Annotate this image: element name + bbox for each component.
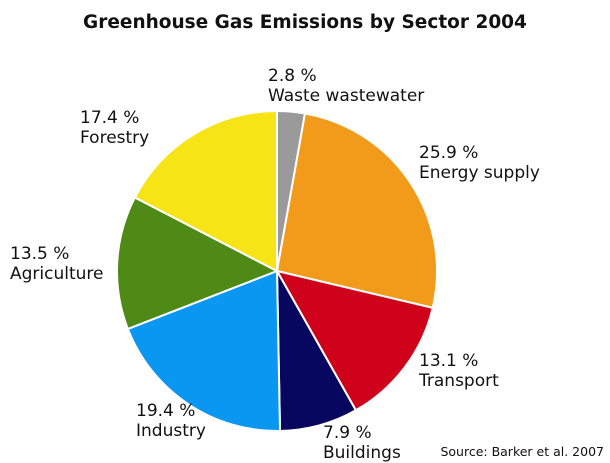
slice-value-industry: 19.4 % [136,401,196,421]
slice-label-industry: 19.4 % Industry [136,401,206,441]
slice-value-agriculture: 13.5 % [10,244,70,264]
slice-name-waste: Waste wastewater [268,86,425,106]
pie-slice-transport [276,270,434,412]
slice-name-forestry: Forestry [80,128,150,148]
chart-title: Greenhouse Gas Emissions by Sector 2004 [83,12,527,33]
source-note: Source: Barker et al. 2007 [440,444,604,459]
pie-slice-industry [126,270,282,432]
pie-slice-energy-supply [276,112,438,309]
slice-name-agriculture: Agriculture [10,264,104,284]
pie-slice-forestry [133,110,278,272]
slice-value-energy: 25.9 % [419,143,479,163]
slice-name-buildings: Buildings [323,443,401,463]
slice-label-energy: 25.9 % Energy supply [419,143,540,183]
slice-label-agriculture: 13.5 % Agriculture [10,244,104,284]
slice-value-transport: 13.1 % [419,351,479,371]
slice-label-waste: 2.8 % Waste wastewater [268,66,424,106]
slice-value-waste: 2.8 % [268,66,317,86]
slice-value-buildings: 7.9 % [323,423,372,443]
slice-value-forestry: 17.4 % [80,108,140,128]
slice-name-energy: Energy supply [419,163,540,183]
slice-name-industry: Industry [136,421,206,441]
slice-label-buildings: 7.9 % Buildings [323,423,401,463]
slice-label-transport: 13.1 % Transport [419,351,499,391]
slice-label-forestry: 17.4 % Forestry [80,108,149,148]
pie-slice-agriculture [116,196,278,330]
slice-name-transport: Transport [419,371,499,391]
